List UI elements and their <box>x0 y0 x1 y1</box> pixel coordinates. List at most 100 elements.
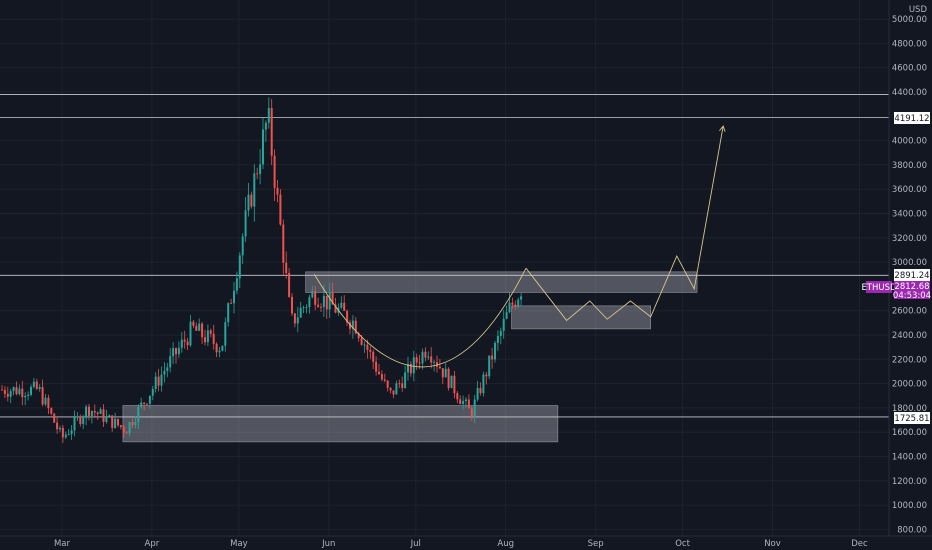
candle-body <box>276 187 279 195</box>
candle-body <box>18 388 21 395</box>
candle-body <box>224 322 227 346</box>
candle-body <box>308 297 311 308</box>
candle-body <box>9 391 12 397</box>
candle-body <box>334 304 337 313</box>
time-tick-label: Nov <box>764 539 781 549</box>
candle-body <box>476 388 479 400</box>
candle-body <box>369 349 372 352</box>
price-tag-2891: 2891.24 <box>894 269 930 281</box>
candle-body <box>401 383 404 388</box>
candle-body <box>128 422 131 434</box>
candle-body <box>215 343 218 353</box>
candle-body <box>157 376 160 386</box>
candle-body <box>186 341 189 346</box>
candle-body <box>233 290 235 304</box>
zone-box <box>305 271 698 293</box>
candle-body <box>340 302 343 308</box>
candle-body <box>227 303 230 323</box>
candle-body <box>279 194 282 225</box>
time-tick-label: Jul <box>410 539 421 549</box>
price-tag-1725: 1725.81 <box>894 412 930 424</box>
candle-body <box>250 194 253 207</box>
candle-body <box>325 295 328 310</box>
price-tick-label: 1600.00 <box>892 428 927 438</box>
candle-body <box>125 432 128 434</box>
support-resistance-zones <box>122 271 698 443</box>
candle-body <box>172 348 175 357</box>
price-tick-label: 2200.00 <box>892 355 927 365</box>
candle-body <box>24 395 27 398</box>
candle-body <box>447 368 450 389</box>
candle-body <box>108 415 111 417</box>
candle-body <box>508 302 511 313</box>
candle-body <box>93 410 96 413</box>
candle-body <box>21 388 24 398</box>
candle-body <box>82 417 85 424</box>
price-tag-4191: 4191.12 <box>894 112 930 124</box>
candle-body <box>70 430 73 435</box>
price-tick-label: 1400.00 <box>892 453 927 463</box>
price-tick-label: 2400.00 <box>892 331 927 341</box>
price-tick-label: 1000.00 <box>892 501 927 511</box>
candle-body <box>288 273 291 297</box>
candle-body <box>395 383 398 395</box>
candle-body <box>262 129 264 165</box>
candle-body <box>146 403 148 405</box>
candle-body <box>302 307 305 309</box>
candle-body <box>383 379 386 381</box>
candle-body <box>32 381 35 387</box>
candle-body <box>502 318 505 331</box>
countdown-label: 04:53:04 <box>893 291 931 301</box>
candle-body <box>412 357 415 374</box>
zigzag-projection-path <box>525 125 724 322</box>
price-tick-label: 2600.00 <box>892 307 927 317</box>
price-tick-label: 4400.00 <box>892 88 927 98</box>
time-tick-label: Sep <box>588 539 604 549</box>
candle-body <box>99 409 102 414</box>
price-tick-label: 4600.00 <box>892 64 927 74</box>
candle-body <box>441 368 444 378</box>
candle-body <box>47 397 50 409</box>
candle-body <box>114 418 117 428</box>
candle-body <box>3 389 6 394</box>
candle-body <box>212 333 215 344</box>
candle-body <box>85 406 88 418</box>
candle-body <box>378 371 380 375</box>
candle-body <box>322 295 325 307</box>
candle-body <box>389 387 392 391</box>
candle-body <box>148 395 151 404</box>
candle-body <box>473 399 476 418</box>
candle-body <box>366 344 369 350</box>
candle-body <box>491 355 494 360</box>
zone-box <box>122 405 559 443</box>
candle-body <box>282 224 285 263</box>
time-tick-label: Aug <box>497 539 514 549</box>
candle-body <box>404 372 407 388</box>
time-tick-label: Mar <box>54 539 71 549</box>
candle-body <box>96 412 99 414</box>
candle-body <box>134 422 137 426</box>
candle-body <box>470 408 473 418</box>
candle-body <box>450 375 453 389</box>
candle-body <box>499 330 502 336</box>
candle-body <box>409 363 412 374</box>
candle-body <box>88 406 90 416</box>
candle-body <box>517 299 520 307</box>
candle-body <box>273 155 276 188</box>
candle-body <box>151 389 154 396</box>
current-price-tag: ETHUSD 2812.68 04:53:04 <box>861 281 931 301</box>
candle-body <box>296 317 299 324</box>
svg-text:1725.81: 1725.81 <box>894 414 929 424</box>
price-tick-label: 3800.00 <box>892 161 927 171</box>
candle-body <box>111 415 114 428</box>
candle-body <box>479 388 482 394</box>
candle-body <box>438 366 441 369</box>
candle-body <box>12 387 15 392</box>
candle-body <box>259 164 262 174</box>
candle-body <box>163 370 166 375</box>
candle-body <box>90 410 93 416</box>
candle-body <box>444 368 447 378</box>
candle-body <box>380 374 383 380</box>
candle-body <box>357 333 360 339</box>
